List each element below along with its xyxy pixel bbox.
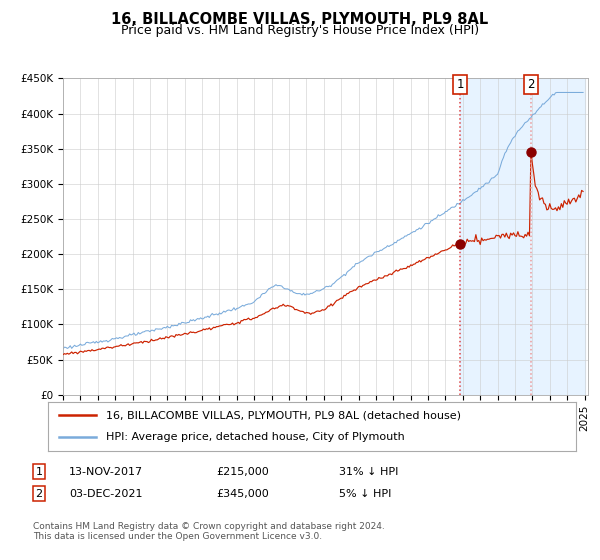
Text: £215,000: £215,000 [216,466,269,477]
Text: 16, BILLACOMBE VILLAS, PLYMOUTH, PL9 8AL: 16, BILLACOMBE VILLAS, PLYMOUTH, PL9 8AL [112,12,488,27]
Text: Contains HM Land Registry data © Crown copyright and database right 2024.
This d: Contains HM Land Registry data © Crown c… [33,522,385,542]
Text: 2: 2 [35,489,43,499]
Text: 13-NOV-2017: 13-NOV-2017 [69,466,143,477]
Text: HPI: Average price, detached house, City of Plymouth: HPI: Average price, detached house, City… [106,432,405,442]
Text: 16, BILLACOMBE VILLAS, PLYMOUTH, PL9 8AL (detached house): 16, BILLACOMBE VILLAS, PLYMOUTH, PL9 8AL… [106,410,461,421]
Bar [460,78,584,395]
Text: Price paid vs. HM Land Registry's House Price Index (HPI): Price paid vs. HM Land Registry's House … [121,24,479,36]
Text: 03-DEC-2021: 03-DEC-2021 [69,489,143,499]
Text: 1: 1 [35,466,43,477]
Text: 31% ↓ HPI: 31% ↓ HPI [339,466,398,477]
Text: £345,000: £345,000 [216,489,269,499]
Text: 2: 2 [527,78,535,91]
Text: 1: 1 [456,78,464,91]
Text: 5% ↓ HPI: 5% ↓ HPI [339,489,391,499]
